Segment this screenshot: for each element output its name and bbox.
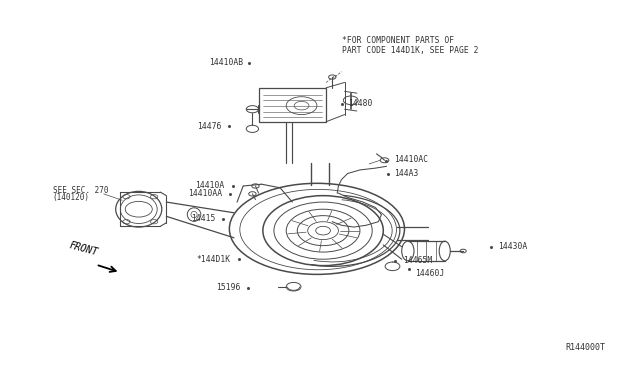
- Text: (140120): (140120): [52, 193, 90, 202]
- Bar: [259, 88, 326, 122]
- Text: 14415: 14415: [191, 214, 216, 223]
- Text: PART CODE 144D1K, SEE PAGE 2: PART CODE 144D1K, SEE PAGE 2: [342, 46, 478, 55]
- Text: 144A3: 144A3: [394, 169, 418, 178]
- Text: 14410AC: 14410AC: [394, 155, 428, 164]
- Text: 14430A: 14430A: [498, 242, 527, 251]
- Text: 14410AA: 14410AA: [188, 189, 221, 198]
- Text: 14410A: 14410A: [195, 182, 225, 190]
- Circle shape: [328, 75, 336, 79]
- Text: 14465M: 14465M: [403, 257, 432, 266]
- Text: *FOR COMPONENT PARTS OF: *FOR COMPONENT PARTS OF: [342, 36, 454, 45]
- Text: *144D1K: *144D1K: [196, 255, 231, 264]
- Text: 14480: 14480: [348, 99, 372, 108]
- Text: 14476: 14476: [197, 122, 221, 131]
- Text: 14410AB: 14410AB: [209, 58, 243, 67]
- Text: 14460J: 14460J: [415, 269, 445, 278]
- Text: R144000T: R144000T: [566, 343, 605, 352]
- Text: 15196: 15196: [216, 283, 240, 292]
- Circle shape: [460, 249, 466, 253]
- Text: FRONT: FRONT: [68, 240, 99, 257]
- Text: SEE SEC. 270: SEE SEC. 270: [52, 186, 108, 195]
